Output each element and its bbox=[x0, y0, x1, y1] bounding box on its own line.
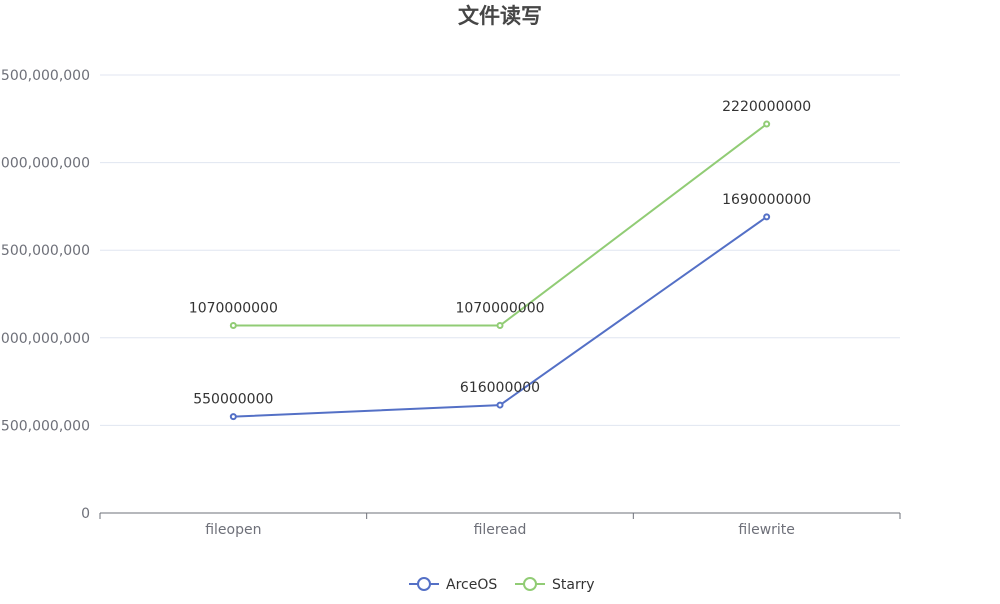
legend-label: ArceOS bbox=[446, 577, 497, 593]
legend-item-arceos[interactable]: ArceOS bbox=[409, 577, 497, 593]
data-point[interactable] bbox=[763, 120, 771, 128]
y-tick-label: ,500,000,000 bbox=[0, 68, 90, 84]
y-axis-tick-labels: 0 500,000,000 ,000,000,000 ,500,000,000 ,000… bbox=[0, 68, 90, 522]
y-tick-label: ,500,000,000 bbox=[0, 243, 90, 259]
legend[interactable]: ArceOS Starry bbox=[409, 577, 595, 593]
data-point[interactable] bbox=[229, 413, 237, 421]
legend-marker-icon bbox=[523, 577, 537, 591]
x-tick-label: fileread bbox=[474, 522, 527, 538]
data-label: 616000000 bbox=[460, 380, 540, 396]
data-labels: 550000000 616000000 1690000000 1070000000 10… bbox=[189, 99, 811, 408]
data-point[interactable] bbox=[229, 322, 237, 330]
data-label: 2220000000 bbox=[722, 99, 811, 115]
x-tick-label: fileopen bbox=[205, 522, 261, 538]
data-point[interactable] bbox=[496, 401, 504, 409]
chart-title: 文件读写 bbox=[458, 4, 542, 28]
legend-marker-icon bbox=[417, 577, 431, 591]
data-label: 550000000 bbox=[193, 392, 273, 408]
grid-lines bbox=[100, 74, 900, 426]
data-point[interactable] bbox=[496, 322, 504, 330]
y-tick-label: ,000,000,000 bbox=[0, 331, 90, 347]
legend-label: Starry bbox=[552, 577, 595, 593]
data-point[interactable] bbox=[763, 213, 771, 221]
y-tick-label: 500,000,000 bbox=[1, 418, 90, 434]
x-tick-label: filewrite bbox=[738, 522, 795, 538]
y-tick-label: ,000,000,000 bbox=[0, 156, 90, 172]
series-lines bbox=[229, 120, 771, 421]
data-label: 1070000000 bbox=[455, 301, 544, 317]
legend-item-starry[interactable]: Starry bbox=[515, 577, 595, 593]
x-axis: fileopen fileread filewrite bbox=[99, 512, 901, 538]
series-line-starry bbox=[233, 123, 768, 327]
data-label: 1690000000 bbox=[722, 192, 811, 208]
y-tick-label: 0 bbox=[81, 506, 90, 522]
data-label: 1070000000 bbox=[189, 301, 278, 317]
